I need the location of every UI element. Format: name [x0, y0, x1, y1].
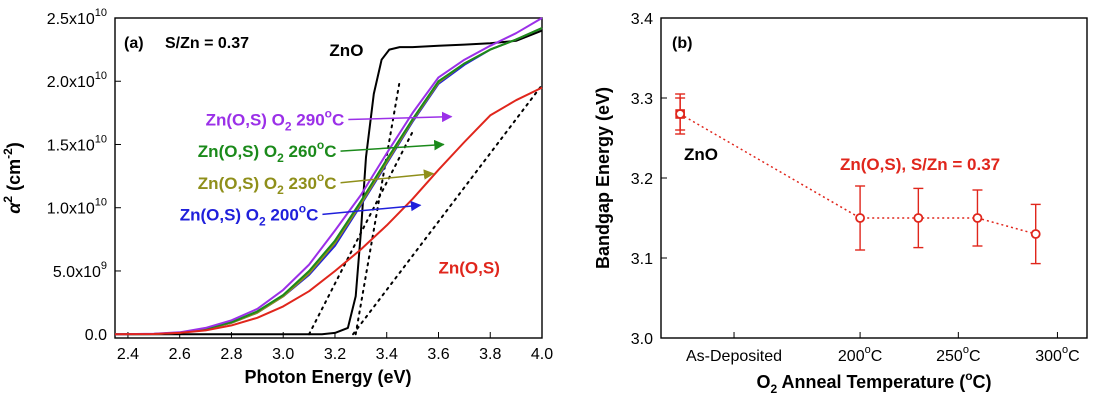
- panel-a-x-tick-label: 4.0: [531, 346, 553, 363]
- panel-b-x-tick-label: 200oC: [838, 344, 882, 365]
- panel-a-label-arrow: [348, 117, 451, 120]
- panel-b-bandgap-vs-temperature: 3.0 3.1 3.2 3.3 3.4 As-Deposited 200oC 250oC 300…: [593, 11, 1087, 396]
- x-label-end: C): [973, 372, 992, 392]
- y-label-unit-sup: -2: [1, 148, 15, 159]
- panel-b-y-tick-label: 3.2: [631, 171, 653, 188]
- panel-b-y-tick-label: 3.4: [631, 11, 653, 28]
- panel-a-y-tick-label: 1.5x1010: [47, 133, 107, 154]
- panel-a-series-label: Zn(O,S) O2 200oC: [180, 201, 319, 228]
- panel-b-y-tick-label: 3.1: [631, 251, 653, 268]
- panel-a-annotation: S/Zn = 0.37: [165, 35, 249, 52]
- panel-b-ticks: 3.0 3.1 3.2 3.3 3.4 As-Deposited 200oC 250oC 300…: [631, 11, 1080, 365]
- panel-a-x-tick-label: 3.8: [479, 346, 501, 363]
- panel-a-x-tick-label: 2.8: [220, 346, 242, 363]
- panel-a-y-tick-label: 5.0x109: [53, 260, 107, 281]
- panel-b-x-axis-label: O2 Anneal Temperature (oC): [756, 369, 991, 396]
- x-label-o: O: [756, 372, 770, 392]
- panel-b-x-tick-label: 300oC: [1035, 344, 1079, 365]
- panel-a-x-tick-label: 3.4: [376, 346, 398, 363]
- panel-a-fit-line: [353, 85, 542, 334]
- panel-b-zno-label: ZnO: [684, 145, 718, 164]
- panel-b-label: (b): [672, 35, 692, 52]
- panel-a-series-label: Zn(O,S) O2 260oC: [198, 138, 337, 165]
- panel-a-label: (a): [124, 35, 144, 52]
- panel-a-label-arrow: [341, 174, 434, 183]
- panel-a-x-tick-label: 3.0: [272, 346, 294, 363]
- panel-a-y-axis-label: α2 (cm-2): [1, 142, 24, 214]
- panel-b-frame: [661, 18, 1087, 338]
- panel-b-series: [675, 94, 1041, 264]
- panel-b-data-point: [973, 214, 981, 222]
- panel-a-y-tick-label: 0.0: [85, 327, 107, 344]
- panel-b-data-point: [676, 110, 684, 118]
- panel-b-data-point: [1032, 230, 1040, 238]
- panel-b-y-axis-label: Bandgap Energy (eV): [593, 87, 613, 269]
- panel-b-series-label: Zn(O,S), S/Zn = 0.37: [840, 155, 1000, 174]
- panel-a-series-label: Zn(O,S): [438, 258, 499, 277]
- panel-a-y-tick-label: 1.0x1010: [47, 197, 107, 218]
- panel-b-x-tick-label: 250oC: [936, 344, 980, 365]
- panel-a-series-labels: ZnO Zn(O,S) O2 290oC Zn(O,S) O2 260oC Zn(O,…: [180, 41, 500, 278]
- y-label-unit: (cm: [4, 159, 24, 196]
- x-label-mid: Anneal Temperature (: [777, 372, 965, 392]
- panel-b-y-tick-label: 3.3: [631, 91, 653, 108]
- panel-a-x-tick-label: 2.6: [169, 346, 191, 363]
- x-label-deg: o: [965, 369, 972, 383]
- panel-a-y-tick-label: 2.5x1010: [47, 7, 107, 28]
- panel-a-x-axis-label: Photon Energy (eV): [244, 367, 411, 387]
- y-label-unit-close: ): [4, 142, 24, 148]
- panel-a-y-tick-label: 2.0x1010: [47, 70, 107, 91]
- panel-b-y-tick-label: 3.0: [631, 331, 653, 348]
- panel-b-x-tick-label: As-Deposited: [686, 348, 782, 365]
- panel-a-x-tick-label: 3.2: [324, 346, 346, 363]
- panel-a-x-tick-label: 2.4: [117, 346, 139, 363]
- panel-a-series-label: ZnO: [329, 41, 363, 60]
- panel-b-data-point: [914, 214, 922, 222]
- panel-a-label-arrow: [322, 205, 420, 214]
- panel-b-data-point: [856, 214, 864, 222]
- panel-a-series-label: Zn(O,S) O2 230oC: [198, 170, 337, 197]
- panel-a-bandgap-absorption: 2.4 2.6 2.8 3.0 3.2 3.4 3.6 3.8 4.0 0.0 5.0x109 1.0…: [1, 7, 553, 387]
- panel-a-x-tick-label: 3.6: [427, 346, 449, 363]
- panel-a-series-label: Zn(O,S) O2 290oC: [206, 107, 345, 134]
